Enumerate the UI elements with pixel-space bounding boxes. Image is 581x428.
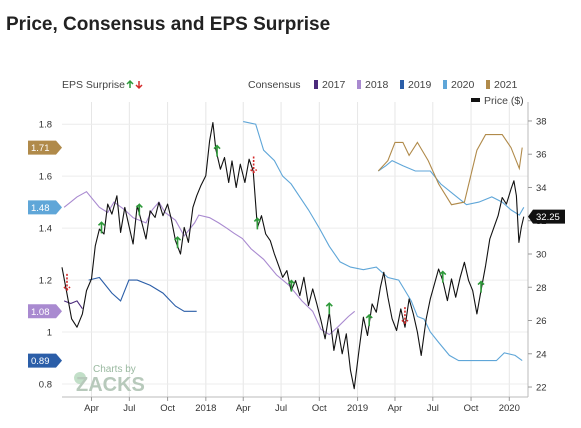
eps-surprise-markers [63,144,485,326]
right-tick-label: 34 [536,183,547,194]
zacks-logo-icon [74,372,86,384]
gridlines [62,102,528,397]
left-tick-label: 1 [47,328,52,339]
consensus-line-2020 [243,121,523,362]
legend-year-label: 2021 [494,79,518,91]
legend-year-label: 2019 [408,79,432,91]
x-tick-label: Oct [312,403,327,414]
right-tick-label: 22 [536,383,547,394]
eps-beat-marker [253,217,261,230]
legend-eps-surprise-label: EPS Surprise [62,79,125,91]
price-line [61,122,525,390]
value-badge [28,353,62,368]
right-tick-label: 36 [536,150,547,161]
legend-swatch [486,80,490,89]
legend-swatch [400,80,404,89]
arrow-up-icon [126,79,134,88]
left-tick-label: 0.8 [39,380,52,391]
value-badge-label: 1.08 [31,307,50,318]
value-badge-label: 0.89 [31,356,50,367]
price-series-line [61,122,525,390]
value-badge [28,140,62,155]
eps-beat-marker [97,221,106,234]
left-tick-label: 1.4 [39,224,52,235]
zacks-watermark: Charts by ZACKS [74,364,145,396]
x-tick-label: 2018 [195,403,216,414]
eps-beat-marker [477,280,485,293]
x-tick-label: Oct [160,403,175,414]
left-tick-label: 1.6 [39,172,52,183]
value-badge [28,200,62,215]
legend-year-label: 2018 [365,79,389,91]
left-tick-label: 1.8 [39,120,52,131]
legend: EPS Surprise Consensus 2017 2018 2019 2020 2… [62,79,524,107]
eps-beat-marker [213,144,221,157]
legend-price-swatch [471,98,480,102]
legend-price-label: Price ($) [484,95,524,107]
value-badge-label: 1.48 [31,203,50,214]
consensus-line-2018 [63,190,356,336]
consensus-line-2021 [377,159,525,216]
eps-miss-marker [250,156,258,174]
legend-year-label: 2020 [451,79,475,91]
x-tick-label: 2020 [499,403,520,414]
price-badge [528,209,565,224]
watermark-top-text: Charts by [93,364,136,375]
consensus-line-2022 [377,134,523,206]
right-tick-label: 28 [536,283,547,294]
right-tick-label: 38 [536,116,547,127]
legend-years: 2017 2018 2019 2020 2021 [314,79,518,91]
x-tick-label: Oct [464,403,479,414]
eps-beat-marker [365,313,373,326]
eps-beat-marker [135,203,143,216]
eps-beat-marker [325,302,333,315]
left-tick-label: 1.2 [39,276,52,287]
right-tick-label: 26 [536,316,547,327]
consensus-line-2017 [63,300,83,310]
eps-beat-marker [439,270,447,283]
legend-swatch [443,80,447,89]
value-badges: 1.71 1.48 1.08 0.89 32.25 [28,140,565,368]
right-tick-label: 24 [536,349,547,360]
x-tick-label: Jul [427,403,439,414]
x-tick-label: Jul [275,403,287,414]
value-badge-label: 1.71 [31,143,50,154]
x-tick-label: 2019 [347,403,368,414]
eps-miss-marker [63,273,71,292]
right-tick-label: 30 [536,249,547,260]
x-tick-label: Apr [388,403,403,414]
value-badge [28,304,62,319]
legend-consensus-label: Consensus [248,79,301,91]
price-badge-label: 32.25 [536,212,560,223]
eps-beat-marker [287,279,296,292]
consensus-line-2019 [88,276,197,312]
legend-swatch [357,80,361,89]
axes: Apr Jul Oct 2018 Apr Jul Oct 2019 Apr Jul Oct 2020 0… [39,102,547,414]
page-title: Price, Consensus and EPS Surprise [6,14,331,35]
x-tick-label: Apr [236,403,251,414]
eps-miss-marker [401,307,409,325]
watermark-brand-text: ZACKS [76,374,145,396]
x-tick-label: Apr [84,403,99,414]
x-tick-label: Jul [123,403,135,414]
arrow-down-icon [135,81,143,90]
legend-year-label: 2017 [322,79,346,91]
legend-swatch [314,80,318,89]
eps-beat-marker [173,236,182,249]
